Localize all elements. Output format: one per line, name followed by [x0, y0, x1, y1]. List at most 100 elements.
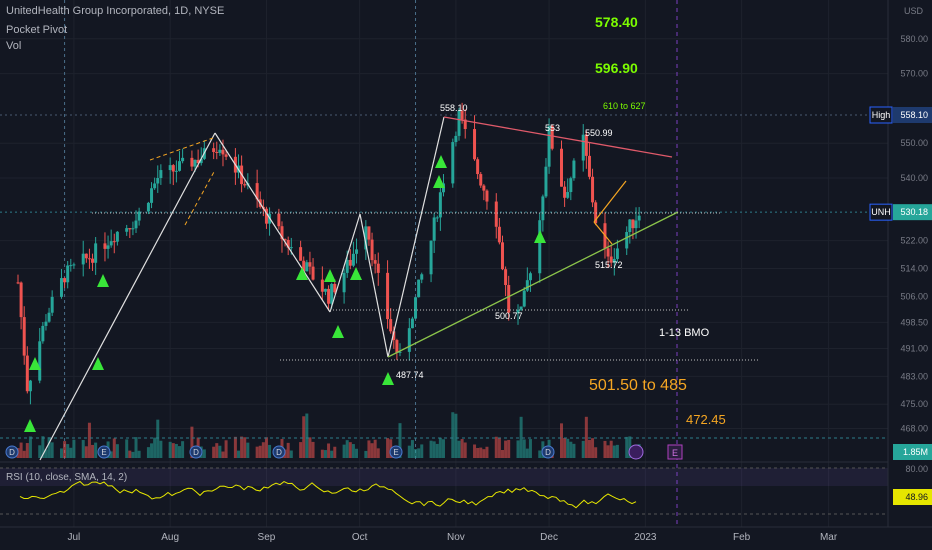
candle-body	[69, 265, 73, 267]
volume-bar	[504, 440, 508, 458]
candle-body	[125, 228, 129, 232]
candle-body	[19, 282, 23, 318]
volume-bar	[72, 439, 76, 458]
volume-bar	[351, 444, 355, 458]
candle-body	[429, 240, 433, 275]
volume-bar	[218, 445, 222, 458]
candle-body	[386, 272, 390, 320]
candle-body	[112, 241, 116, 243]
volume-bar	[327, 443, 331, 458]
dividend-event-icon	[189, 445, 203, 459]
candle-body	[476, 159, 480, 175]
candle-body	[16, 282, 20, 284]
candle-body	[538, 220, 542, 274]
volume-bar	[476, 447, 480, 458]
volume-bar	[202, 449, 206, 458]
volume-bar	[146, 447, 150, 458]
candle-body	[342, 272, 346, 293]
candle-body	[299, 247, 303, 261]
volume-bar	[258, 445, 262, 458]
rsi-tick-80: 80.00	[905, 464, 928, 474]
volume-bar	[299, 442, 303, 458]
pocket-pivot-triangle	[534, 230, 546, 243]
volume-bar	[190, 426, 194, 458]
candle-body	[308, 262, 312, 267]
volume-bar	[50, 442, 54, 458]
candle-body	[525, 280, 529, 291]
candle-body	[277, 213, 281, 227]
target-578: 578.40	[595, 14, 638, 30]
volume-bar	[19, 442, 23, 458]
volume-bar	[177, 446, 181, 458]
volume-bar	[311, 441, 315, 458]
candle-body	[106, 245, 110, 249]
volume-bar	[435, 443, 439, 458]
volume-bar	[243, 437, 247, 458]
volume-bar	[134, 437, 138, 458]
pocket-pivot-triangle	[24, 419, 36, 432]
candle-body	[305, 262, 309, 272]
volume-bar	[584, 416, 588, 458]
volume-bar	[38, 445, 42, 458]
volume-bar	[255, 446, 259, 458]
volume-bar	[25, 443, 29, 458]
volume-bar	[112, 438, 116, 458]
volume-bar	[370, 443, 374, 458]
volume-bar	[81, 440, 85, 458]
volume-bar	[410, 440, 414, 458]
volume-bar	[463, 442, 467, 458]
candle-body	[330, 283, 334, 304]
candle-body	[44, 321, 48, 326]
candle-body	[177, 161, 181, 171]
candle-body	[398, 351, 402, 353]
dividend-event-icon	[541, 445, 555, 459]
volume-bar	[150, 443, 154, 458]
candle-body	[615, 248, 619, 259]
candle-body	[414, 297, 418, 319]
volume-bar	[386, 438, 390, 458]
candle-body	[333, 283, 337, 293]
grid	[0, 0, 888, 527]
candle-body	[563, 186, 567, 198]
candle-body	[311, 266, 315, 280]
volume-bar	[109, 451, 113, 458]
candle-body	[150, 188, 154, 203]
x-tick-label: Feb	[733, 532, 751, 543]
candle-body	[438, 192, 442, 218]
wedge-line-upper	[593, 180, 627, 223]
y-tick-label: 483.00	[900, 371, 928, 381]
dividend-event-icon	[389, 445, 403, 459]
pivot-553: 553	[545, 123, 560, 133]
volume-tag-value: 1.85M	[903, 447, 928, 457]
event-letter: E	[393, 448, 398, 457]
indicator-volume[interactable]: Vol	[6, 40, 22, 52]
rsi-label: RSI (10, close, SMA, 14, 2)	[6, 472, 127, 483]
candle-body	[156, 178, 160, 184]
candle-body	[451, 142, 455, 184]
volume-bar	[128, 450, 132, 458]
high-tag-value: 558.10	[900, 110, 928, 120]
volume-bar	[438, 437, 442, 458]
wave-line	[359, 213, 389, 358]
candle-body	[572, 160, 576, 179]
channel-dashed-bottom	[184, 169, 216, 226]
candle-body	[473, 129, 477, 160]
volume-bar	[221, 451, 225, 458]
candle-body	[606, 248, 610, 257]
candle-body	[193, 159, 197, 167]
candle-body	[168, 165, 172, 171]
candle-body	[137, 211, 141, 221]
candle-body	[497, 226, 501, 243]
volume-bar	[516, 440, 520, 458]
pocket-pivot-triangle	[350, 267, 362, 280]
volume-tag-value-box	[893, 444, 932, 460]
y-tick-label: 570.00	[900, 69, 928, 79]
candle-body	[392, 331, 396, 341]
indicator-pocket-pivot[interactable]: Pocket Pivot	[6, 24, 68, 36]
candle-body	[637, 215, 641, 221]
volume-bar	[538, 450, 542, 458]
candle-body	[410, 318, 414, 329]
volume-bar	[615, 444, 619, 458]
